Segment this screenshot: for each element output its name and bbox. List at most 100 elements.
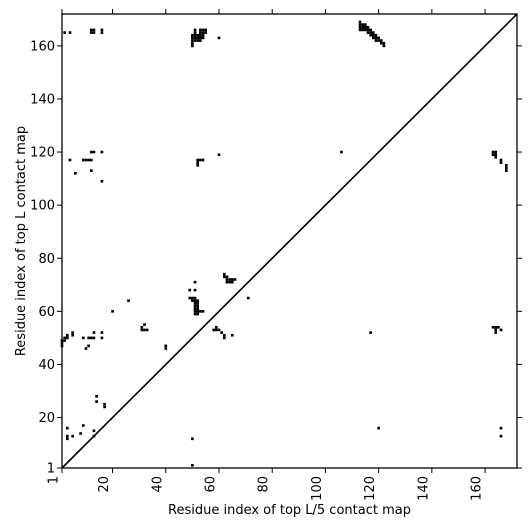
contact-cell xyxy=(499,161,503,164)
contact-cell xyxy=(196,161,200,164)
contact-cell xyxy=(377,426,380,430)
contact-cell xyxy=(65,333,69,337)
contact-cell xyxy=(89,158,93,162)
y-axis-label: Residue index of top L contact map xyxy=(14,126,29,356)
contact-cell xyxy=(364,28,367,32)
x-tick-label: 1 xyxy=(47,476,62,484)
contact-cell xyxy=(193,39,197,42)
contact-cell xyxy=(201,158,205,162)
contact-cell xyxy=(191,299,194,303)
contact-cell xyxy=(217,153,221,157)
contact-cell xyxy=(233,278,237,281)
contact-cell xyxy=(100,150,104,154)
contact-cell xyxy=(340,150,343,154)
contact-cell xyxy=(92,429,96,433)
x-tick-label: 40 xyxy=(150,476,165,493)
y-tick-label: 160 xyxy=(30,39,55,54)
y-tick-label: 100 xyxy=(30,199,55,214)
y-tick-label: 140 xyxy=(30,92,55,107)
contact-cell xyxy=(103,402,106,406)
contact-cell xyxy=(225,278,229,281)
contact-cell xyxy=(196,164,200,167)
contact-cell xyxy=(65,434,69,438)
contact-cell xyxy=(201,31,205,34)
contact-cell xyxy=(215,328,218,332)
contact-cell xyxy=(73,171,77,175)
contact-cell xyxy=(201,33,205,37)
contact-cell xyxy=(377,36,380,40)
contact-cell xyxy=(100,331,104,334)
contact-cell xyxy=(92,28,96,32)
contact-cell xyxy=(188,296,192,300)
y-tick-label: 80 xyxy=(38,252,55,267)
contact-cell xyxy=(103,405,106,409)
contact-cell xyxy=(377,39,380,42)
x-tick-label: 80 xyxy=(257,476,272,493)
contact-cell xyxy=(81,158,85,162)
contact-cell xyxy=(196,307,200,311)
contact-cell xyxy=(217,36,221,40)
contact-cell xyxy=(92,331,96,334)
contact-cell xyxy=(89,150,93,154)
contact-cell xyxy=(505,169,508,172)
contact-cell xyxy=(92,336,96,340)
contact-cell xyxy=(222,272,226,276)
contact-cell xyxy=(81,424,85,427)
y-tick-label: 40 xyxy=(38,358,55,373)
contact-cell xyxy=(193,312,197,316)
contact-cell xyxy=(222,275,226,279)
contact-cell xyxy=(196,39,200,42)
contact-cell xyxy=(71,331,74,334)
contact-cell xyxy=(193,304,197,308)
contact-cell xyxy=(191,44,194,48)
contact-cell xyxy=(188,288,192,292)
contact-cell xyxy=(193,280,197,284)
contact-cell xyxy=(71,333,74,337)
contact-cell xyxy=(369,31,372,34)
contact-cell xyxy=(222,336,226,340)
contact-cell xyxy=(366,25,370,29)
y-tick-label: 1 xyxy=(47,462,55,477)
contact-cell xyxy=(87,158,90,162)
contact-cell xyxy=(499,328,503,332)
contact-cell xyxy=(494,156,498,159)
contact-cell xyxy=(222,333,226,337)
contact-cell xyxy=(369,331,372,334)
contact-cell xyxy=(371,33,375,37)
y-tick-label: 20 xyxy=(38,411,55,426)
contact-cell xyxy=(382,41,386,45)
x-tick-label: 120 xyxy=(363,476,378,501)
contact-cell xyxy=(374,36,378,40)
contact-cell xyxy=(145,328,149,332)
contact-cell xyxy=(84,347,88,350)
x-tick-label: 140 xyxy=(416,476,431,501)
contact-cell xyxy=(196,158,200,162)
contact-cell xyxy=(193,302,197,305)
contact-cell xyxy=(217,328,221,332)
contact-cell xyxy=(127,299,130,303)
contact-cell xyxy=(358,23,362,26)
x-tick-label: 100 xyxy=(310,476,325,501)
contact-cell xyxy=(63,31,66,34)
contact-cell xyxy=(71,434,74,438)
contact-cell xyxy=(201,28,205,32)
contact-cell xyxy=(191,296,194,300)
contact-cell xyxy=(95,400,98,403)
contact-cell xyxy=(497,325,500,329)
contact-cell xyxy=(196,299,200,303)
x-axis-label: Residue index of top L/5 contact map xyxy=(168,503,411,518)
contact-cell xyxy=(196,302,200,305)
diagonal-line xyxy=(61,13,518,469)
contact-cell xyxy=(204,28,208,32)
contact-cell xyxy=(191,39,194,42)
contact-cell xyxy=(382,44,386,48)
contact-cell xyxy=(100,336,104,340)
contact-cell xyxy=(143,328,146,332)
contact-cell xyxy=(364,23,367,26)
contact-cell xyxy=(87,344,90,348)
contact-cell xyxy=(494,153,498,157)
y-tick-label: 60 xyxy=(38,305,55,320)
contact-cell xyxy=(196,310,200,313)
contact-cell xyxy=(65,336,69,340)
